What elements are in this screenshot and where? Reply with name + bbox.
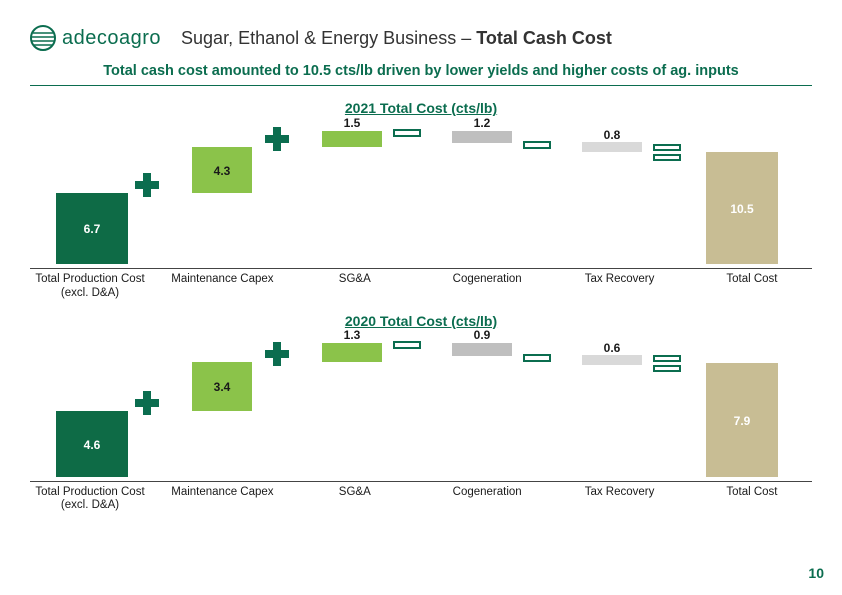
bar-value-label: 1.2: [452, 116, 512, 130]
waterfall-bar: 1.5: [322, 131, 382, 147]
bar-value-label: 0.8: [582, 128, 642, 142]
x-axis-label: Tax Recovery: [560, 486, 680, 514]
plus-icon: [265, 342, 289, 366]
bar-value-label: 4.6: [56, 438, 128, 452]
waterfall-bar: 6.7: [56, 193, 128, 264]
waterfall-bar: 4.3: [192, 147, 252, 193]
slide-title-bold: Total Cash Cost: [476, 28, 612, 48]
x-axis-label: SG&A: [295, 486, 415, 514]
charts-container: 2021 Total Cost (cts/lb) 6.7 4.3 1.5 1.2 0.8 1…: [30, 100, 812, 513]
x-axis-label: Total Cost: [692, 486, 812, 514]
x-axis-label: Maintenance Capex: [162, 486, 282, 514]
waterfall-bar: 1.2: [452, 131, 512, 144]
bar-value-label: 0.6: [582, 341, 642, 355]
waterfall-bar: 10.5: [706, 152, 778, 264]
bar-value-label: 4.3: [192, 164, 252, 178]
chart-plot-area: 4.6 3.4 1.3 0.9 0.6 7.9: [30, 337, 812, 477]
waterfall-bar: 1.3: [322, 343, 382, 362]
slide-title-prefix: Sugar, Ethanol & Energy Business –: [181, 28, 476, 48]
divider: [30, 85, 812, 86]
brand-logo: adecoagro: [30, 25, 161, 51]
x-axis-labels: Total Production Cost(excl. D&A) Maintena…: [30, 481, 812, 514]
minus-icon: [523, 354, 551, 362]
bar-value-label: 3.4: [192, 380, 252, 394]
waterfall-bar: 0.9: [452, 343, 512, 356]
chart-title: 2020 Total Cost (cts/lb): [30, 313, 812, 329]
bar-value-label: 1.5: [322, 116, 382, 130]
x-axis-label: Total Production Cost(excl. D&A): [30, 486, 150, 514]
waterfall-chart: 2020 Total Cost (cts/lb) 4.6 3.4 1.3 0.9 0.6 7…: [30, 313, 812, 514]
waterfall-bar: 3.4: [192, 362, 252, 411]
slide-title: Sugar, Ethanol & Energy Business – Total…: [181, 28, 612, 49]
waterfall-chart: 2021 Total Cost (cts/lb) 6.7 4.3 1.5 1.2 0.8 1…: [30, 100, 812, 301]
bar-value-label: 7.9: [706, 414, 778, 428]
bar-value-label: 6.7: [56, 222, 128, 236]
equals-icon: [653, 355, 681, 375]
waterfall-bar: 7.9: [706, 363, 778, 476]
slide-subtitle: Total cash cost amounted to 10.5 cts/lb …: [30, 63, 812, 79]
x-axis-label: Total Cost: [692, 273, 812, 301]
x-axis-label: Cogeneration: [427, 486, 547, 514]
minus-icon: [393, 129, 421, 137]
bar-value-label: 10.5: [706, 202, 778, 216]
x-axis-label: SG&A: [295, 273, 415, 301]
x-axis-label: Total Production Cost(excl. D&A): [30, 273, 150, 301]
slide-header: adecoagro Sugar, Ethanol & Energy Busine…: [30, 25, 812, 51]
minus-icon: [393, 341, 421, 349]
x-axis-labels: Total Production Cost(excl. D&A) Maintena…: [30, 268, 812, 301]
equals-icon: [653, 144, 681, 164]
x-axis-label: Tax Recovery: [560, 273, 680, 301]
minus-icon: [523, 141, 551, 149]
bar-value-label: 1.3: [322, 328, 382, 342]
plus-icon: [265, 127, 289, 151]
plus-icon: [135, 173, 159, 197]
bar-value-label: 0.9: [452, 328, 512, 342]
page-number: 10: [808, 565, 824, 581]
waterfall-bar: 0.6: [582, 355, 642, 365]
chart-title: 2021 Total Cost (cts/lb): [30, 100, 812, 116]
plus-icon: [135, 391, 159, 415]
brand-logo-icon: [30, 25, 56, 51]
waterfall-bar: 0.8: [582, 142, 642, 152]
x-axis-label: Cogeneration: [427, 273, 547, 301]
chart-plot-area: 6.7 4.3 1.5 1.2 0.8 10.5: [30, 124, 812, 264]
x-axis-label: Maintenance Capex: [162, 273, 282, 301]
brand-name: adecoagro: [62, 27, 161, 50]
waterfall-bar: 4.6: [56, 411, 128, 477]
